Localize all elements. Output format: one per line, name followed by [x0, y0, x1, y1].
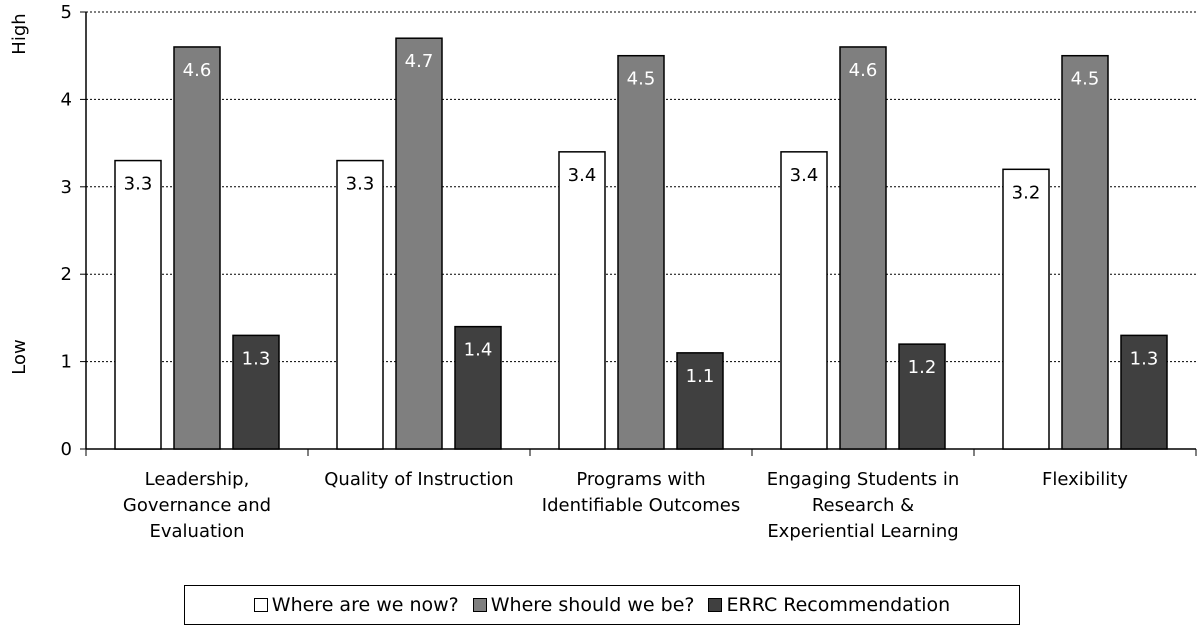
bar	[232, 334, 280, 450]
data-label: 1.1	[686, 366, 715, 387]
data-label: 3.3	[346, 174, 375, 195]
data-label: 4.5	[1071, 69, 1100, 90]
data-label: 1.4	[464, 340, 493, 361]
y-tick-label: 0	[61, 439, 72, 460]
x-tick-label: Experiential Learning	[767, 521, 958, 542]
y-tick-label: 1	[61, 352, 72, 373]
y-tick-label: 3	[61, 177, 72, 198]
legend-item-should: Where should we be?	[472, 594, 695, 616]
y-tick-label: 2	[61, 264, 72, 285]
x-tick-label: Engaging Students in	[767, 469, 960, 490]
legend-label-should: Where should we be?	[490, 594, 695, 616]
legend-item-errc: ERRC Recommendation	[708, 594, 950, 616]
legend-swatch-errc	[708, 598, 723, 612]
bar	[617, 54, 665, 450]
x-tick-label: Governance and	[123, 495, 271, 516]
ylabel-high: High	[9, 13, 30, 54]
bar	[173, 46, 221, 450]
x-tick-label: Leadership,	[145, 469, 250, 490]
data-label: 4.7	[405, 51, 434, 72]
x-tick-label: Flexibility	[1042, 469, 1128, 490]
chart-svg: 0 1 2 3 4 5 High Low 3.3 4.6 1.3 3.3 4.7 1.4 3.4 4.5 1.1…	[9, 2, 1197, 542]
bar	[839, 46, 887, 450]
data-label: 4.5	[627, 69, 656, 90]
legend-label-now: Where are we now?	[271, 594, 459, 616]
legend-swatch-now	[253, 598, 268, 612]
x-tick-label: Identifiable Outcomes	[542, 495, 740, 516]
x-tick-label: Quality of Instruction	[324, 469, 513, 490]
data-label: 4.6	[849, 60, 878, 81]
bar	[1120, 334, 1168, 450]
bar	[336, 159, 384, 450]
x-tick-label: Research &	[812, 495, 914, 516]
data-label: 3.4	[568, 165, 597, 186]
bar	[1002, 168, 1050, 450]
bar	[780, 151, 828, 450]
ylabel-low: Low	[9, 339, 30, 374]
data-label: 1.3	[1130, 348, 1159, 369]
x-tick-label: Programs with	[576, 469, 705, 490]
y-tick-label: 5	[61, 2, 72, 23]
legend: Where are we now? Where should we be? ER…	[184, 585, 1020, 625]
bar	[558, 151, 606, 450]
legend-label-errc: ERRC Recommendation	[726, 594, 951, 616]
data-label: 4.6	[183, 60, 212, 81]
legend-item-now: Where are we now?	[253, 594, 459, 616]
y-tick-label: 4	[61, 89, 72, 110]
bar	[676, 352, 724, 450]
data-label: 3.2	[1012, 182, 1041, 203]
bar	[1061, 54, 1109, 450]
bar	[898, 343, 946, 450]
data-label: 1.3	[242, 348, 271, 369]
bar	[395, 37, 443, 450]
bar	[454, 325, 502, 450]
data-label: 3.3	[124, 174, 153, 195]
data-label: 3.4	[790, 165, 819, 186]
x-tick-label: Evaluation	[150, 521, 245, 542]
legend-swatch-should	[472, 598, 487, 612]
data-label: 1.2	[908, 357, 937, 378]
bar	[114, 159, 162, 450]
